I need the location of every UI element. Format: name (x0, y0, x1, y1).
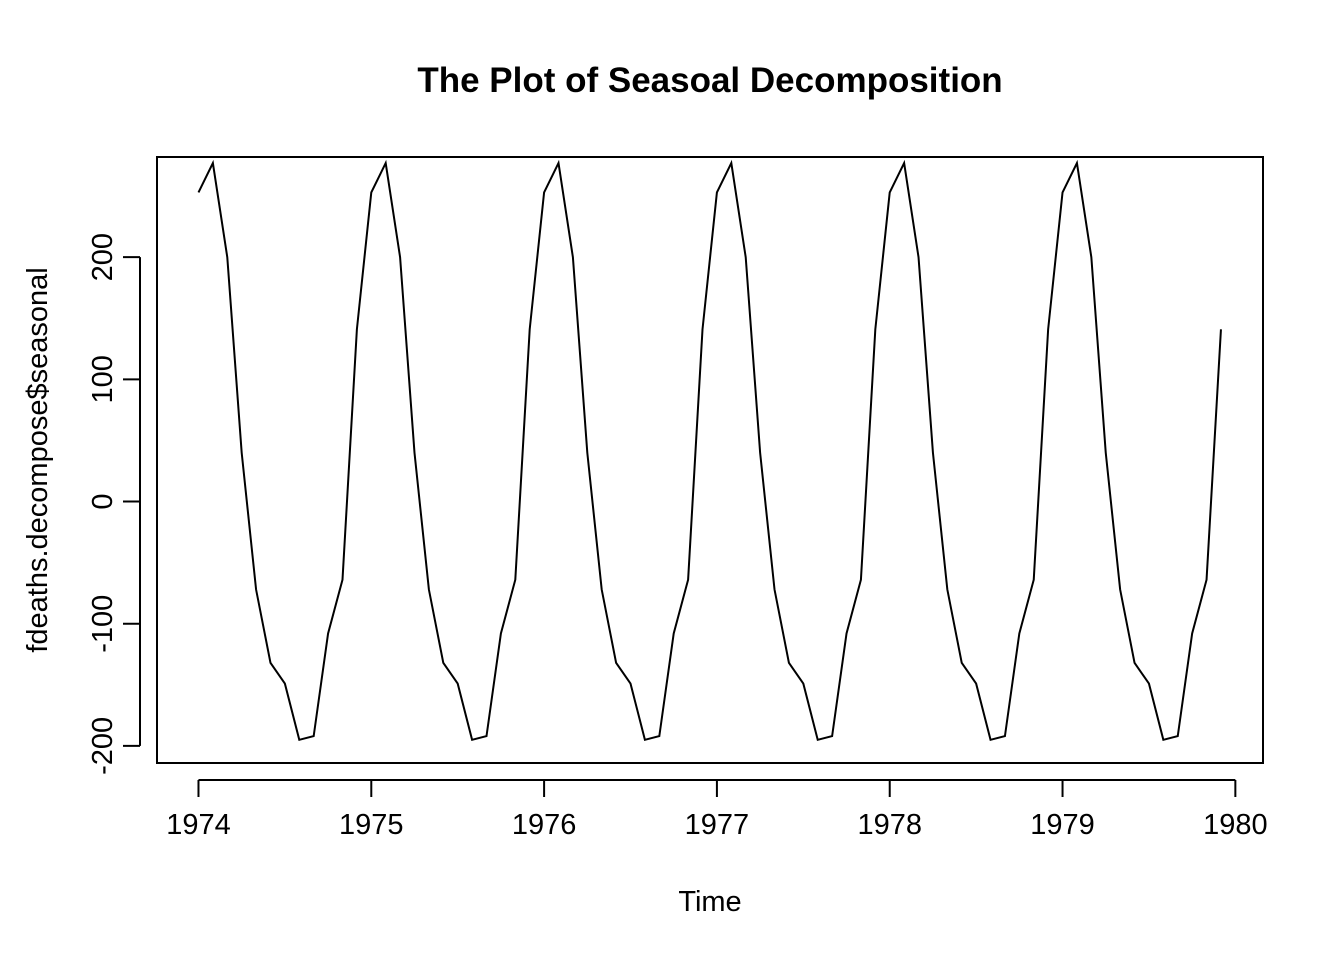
y-tick-label: -100 (87, 595, 119, 653)
x-tick-label: 1977 (685, 809, 750, 841)
x-tick-label: 1979 (1030, 809, 1095, 841)
chart-title: The Plot of Seasoal Decomposition (417, 61, 1002, 100)
y-tick-label: 100 (87, 355, 119, 403)
x-tick-label: 1980 (1203, 809, 1268, 841)
series-layer (197, 159, 1222, 742)
y-axis-label: fdeaths.decompose$seasonal (22, 267, 54, 652)
series-line-1 (197, 159, 1222, 742)
x-tick-label: 1978 (857, 809, 922, 841)
y-tick-label: -200 (87, 717, 119, 775)
y-tick-label: 200 (87, 233, 119, 281)
y-axis: -200 -100 0 100 200 (87, 233, 141, 775)
plot-frame (156, 156, 1264, 764)
x-tick-label: 1976 (512, 809, 577, 841)
x-tick-label: 1974 (166, 809, 231, 841)
x-axis-label: Time (678, 886, 741, 918)
y-tick-label: 0 (87, 493, 119, 509)
x-tick-label: 1975 (339, 809, 404, 841)
x-axis: 1974 1975 1976 1977 1978 1979 1980 (166, 779, 1268, 841)
